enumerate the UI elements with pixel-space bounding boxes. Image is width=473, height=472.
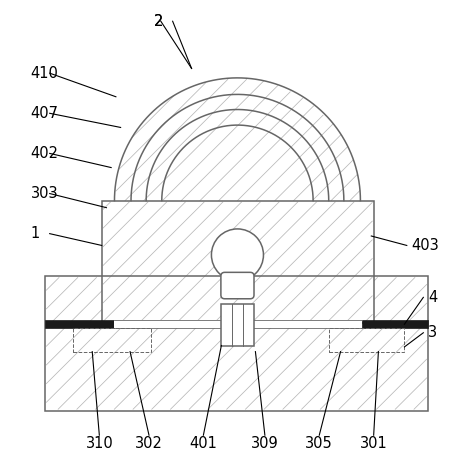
Text: 410: 410 (31, 66, 59, 81)
Text: 2: 2 (154, 14, 163, 29)
Text: 407: 407 (31, 106, 59, 121)
Text: 403: 403 (412, 238, 439, 253)
Text: 309: 309 (251, 436, 279, 451)
Bar (45, 276, 428, 411)
Text: 4: 4 (428, 290, 438, 305)
Text: 301: 301 (360, 436, 387, 451)
Text: 2: 2 (154, 14, 163, 29)
Bar (45, 320, 114, 328)
Polygon shape (114, 78, 360, 201)
Bar (73, 328, 151, 352)
Circle shape (211, 229, 263, 281)
Bar (362, 320, 428, 328)
Text: 305: 305 (306, 436, 333, 451)
Text: 302: 302 (135, 436, 163, 451)
Text: 310: 310 (86, 436, 113, 451)
Text: 303: 303 (31, 186, 58, 201)
Text: 3: 3 (428, 325, 437, 340)
Text: 401: 401 (190, 436, 217, 451)
FancyBboxPatch shape (221, 272, 254, 299)
Bar (102, 201, 374, 323)
Bar (329, 328, 404, 352)
Bar (114, 320, 362, 328)
Bar (221, 304, 254, 346)
Text: 402: 402 (31, 146, 59, 161)
Text: 1: 1 (31, 226, 40, 241)
Bar (45, 276, 428, 411)
Bar (102, 201, 374, 323)
